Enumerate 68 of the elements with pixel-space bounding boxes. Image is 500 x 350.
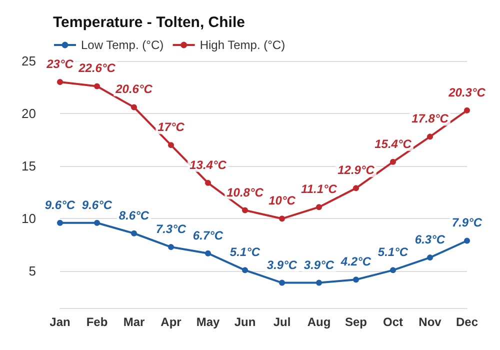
data-label: 7.3°C	[156, 222, 186, 236]
legend-label: Low Temp. (°C)	[81, 38, 164, 52]
data-label: 20.3°C	[448, 85, 486, 100]
point	[464, 238, 470, 244]
data-label: 23°C	[46, 57, 74, 72]
point	[131, 230, 137, 236]
x-tick-label: Jul	[273, 315, 291, 329]
x-tick-label: Feb	[86, 315, 108, 329]
data-label: 9.6°C	[82, 198, 112, 212]
point	[168, 244, 174, 250]
data-label: 7.9°C	[452, 216, 482, 230]
data-label: 17.8°C	[412, 112, 449, 126]
data-label: 20.6°C	[114, 82, 153, 96]
x-tick-label: Nov	[418, 315, 442, 329]
x-tick-label: May	[196, 315, 220, 329]
data-label: 17°C	[158, 120, 185, 134]
data-label: 3.9°C	[266, 258, 298, 272]
point	[57, 79, 63, 86]
data-label: 3.9°C	[304, 258, 334, 272]
point	[168, 142, 174, 148]
data-label: 12.9°C	[338, 163, 375, 178]
chart-title: Temperature - Tolten, Chile	[53, 14, 245, 31]
y-tick-label: 10	[22, 211, 36, 226]
y-tick-label: 25	[22, 54, 36, 68]
data-label: 13.4°C	[190, 158, 227, 172]
point	[464, 107, 470, 114]
x-tick-label: Jan	[50, 315, 70, 329]
data-label: 5.1°C	[378, 245, 408, 260]
point	[205, 180, 211, 186]
data-label: 6.3°C	[414, 232, 446, 247]
x-tick-label: Aug	[307, 315, 331, 329]
point	[316, 280, 322, 286]
data-label: 10°C	[268, 194, 296, 208]
point	[353, 276, 359, 283]
point	[131, 104, 137, 110]
point	[390, 158, 396, 165]
point	[242, 267, 248, 274]
point	[279, 216, 285, 222]
x-tick-label: Dec	[456, 315, 478, 329]
data-label: 6.7°C	[192, 228, 224, 242]
legend-label: High Temp. (°C)	[200, 38, 286, 52]
point	[427, 134, 433, 140]
data-label: 8.6°C	[118, 208, 150, 222]
point	[242, 207, 248, 214]
y-tick-label: 20	[22, 106, 36, 122]
data-label: 9.6°C	[44, 198, 76, 212]
point	[353, 185, 359, 192]
x-tick-label: Jun	[234, 315, 256, 329]
point	[94, 220, 100, 226]
x-tick-label: Sep	[344, 315, 368, 329]
y-tick-label: 15	[22, 158, 36, 174]
y-tick-label: 5	[28, 264, 36, 279]
data-label: 4.2°C	[340, 254, 372, 269]
point	[427, 254, 433, 261]
x-tick-label: Mar	[123, 315, 145, 329]
x-tick-label: Apr	[160, 315, 182, 329]
point	[94, 83, 100, 90]
point	[57, 220, 63, 226]
data-label: 5.1°C	[230, 245, 260, 260]
data-label: 15.4°C	[374, 136, 412, 151]
point	[279, 280, 285, 286]
data-label: 11.1°C	[301, 182, 338, 196]
data-label: 22.6°C	[78, 61, 116, 76]
point	[316, 204, 322, 210]
data-label: 10.8°C	[226, 185, 264, 200]
point	[205, 250, 211, 256]
x-tick-label: Oct	[382, 315, 404, 329]
point	[390, 267, 396, 274]
